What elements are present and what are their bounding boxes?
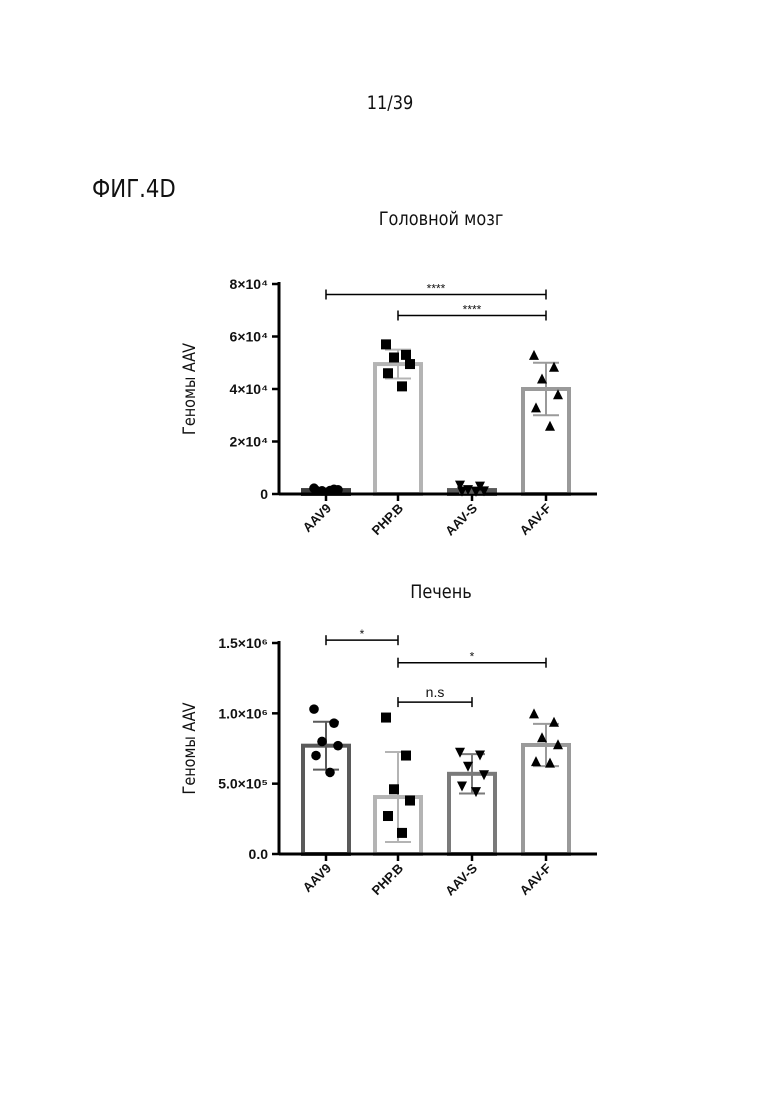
data-point: [455, 748, 465, 758]
data-point: [381, 339, 391, 349]
y-tick-label: 1.0×10⁶: [218, 705, 268, 721]
data-point: [549, 717, 559, 727]
significance-label: *: [360, 627, 365, 641]
y-tick-label: 8×10⁴: [230, 276, 269, 292]
y-tick-label: 6×10⁴: [230, 329, 269, 345]
y-tick-label: 5.0×10⁵: [218, 776, 268, 792]
chart-1: Головной мозг Геномы AAV 0 2×10⁴ 4×10⁴ 6×10⁴ 8…: [179, 209, 597, 539]
data-point: [389, 353, 399, 363]
x-tick-label: PHP.B: [369, 861, 407, 899]
y-tick-label: 0: [260, 486, 268, 502]
significance-label: *: [470, 650, 475, 664]
y-tick-label: 1.5×10⁶: [218, 635, 268, 651]
x-tick-label: AAV-S: [442, 500, 480, 538]
data-point: [383, 811, 393, 821]
x-tick-label: AAV9: [300, 501, 334, 535]
data-point: [405, 796, 415, 806]
x-tick-label: AAV-F: [517, 860, 555, 898]
data-point: [325, 486, 335, 496]
x-tick-label: AAV-S: [442, 860, 480, 898]
x-tick-label: PHP.B: [369, 501, 407, 539]
data-point: [401, 350, 411, 360]
data-point: [311, 751, 321, 761]
data-point: [309, 704, 319, 714]
data-point: [383, 368, 393, 378]
chart-title: Головной мозг: [379, 209, 504, 231]
data-point: [401, 751, 411, 761]
data-point: [405, 359, 415, 369]
data-point: [311, 486, 321, 496]
data-point: [329, 718, 339, 728]
y-tick-label: 0.0: [249, 846, 269, 862]
data-point: [325, 768, 335, 778]
significance-label: ****: [427, 282, 446, 296]
data-point: [529, 350, 539, 360]
data-point: [333, 741, 343, 751]
data-point: [397, 381, 407, 391]
y-axis-label: Геномы AAV: [179, 702, 199, 794]
y-tick-label: 4×10⁴: [230, 381, 269, 397]
data-point: [397, 828, 407, 838]
data-point: [389, 784, 399, 794]
significance-label: ****: [463, 303, 482, 317]
y-tick-label: 2×10⁴: [230, 434, 269, 450]
data-point: [381, 713, 391, 723]
data-point: [475, 751, 485, 761]
data-point: [317, 737, 327, 747]
significance-label: n.s: [426, 684, 445, 700]
data-point: [529, 708, 539, 718]
chart-title: Печень: [410, 582, 472, 604]
x-tick-label: AAV9: [300, 861, 334, 895]
x-tick-label: AAV-F: [517, 500, 555, 538]
y-axis-label: Геномы AAV: [179, 343, 199, 435]
chart-2: Печень Геномы AAV 0.0 5.0×10⁵ 1.0×10⁶ 1.5×10⁶…: [179, 582, 597, 899]
